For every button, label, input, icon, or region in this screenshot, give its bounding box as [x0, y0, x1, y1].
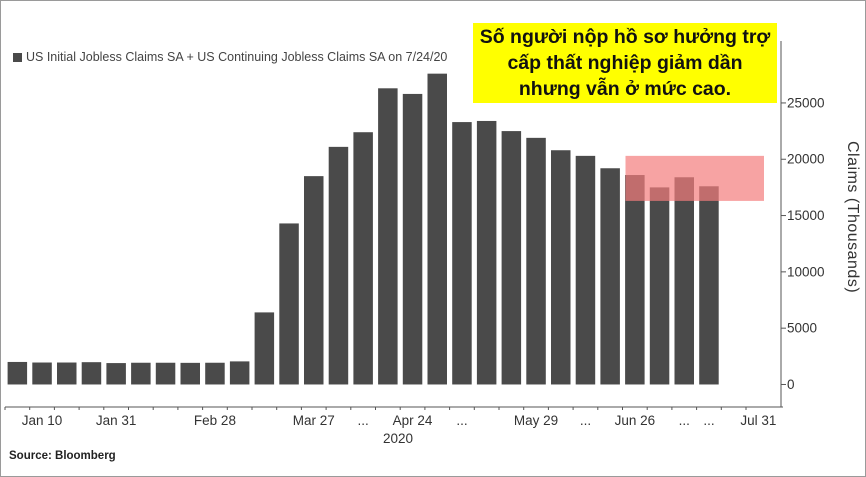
x-tick-label: Jul 31 — [740, 413, 776, 428]
bar-2020-01-10 — [32, 362, 52, 385]
source-note: Source: Bloomberg — [9, 450, 116, 462]
bar-2020-07-10 — [674, 177, 694, 385]
bar-2020-01-03 — [7, 361, 28, 385]
bar-2020-01-24 — [81, 362, 102, 385]
bar-2020-03-13 — [254, 312, 275, 385]
x-tick-label: ... — [703, 413, 714, 428]
x-tick-label: Jan 31 — [96, 413, 137, 428]
y-tick-label: 10000 — [787, 264, 825, 279]
bar-2020-01-17 — [57, 362, 77, 385]
x-tick-label: ... — [358, 413, 369, 428]
x-tick-label: Jan 10 — [22, 413, 63, 428]
bar-2020-01-31 — [106, 363, 126, 385]
bar-2020-04-10 — [353, 132, 373, 385]
annotation-callout: Số người nộp hồ sơ hưởng trợ cấp thất ng… — [473, 23, 777, 103]
bar-2020-04-03 — [328, 146, 349, 385]
bar-2020-06-12 — [575, 155, 596, 385]
bar-2020-05-15 — [476, 120, 497, 385]
y-tick-label: 15000 — [787, 208, 825, 223]
x-year-label: 2020 — [383, 431, 413, 446]
legend-swatch — [13, 52, 22, 62]
bars-group — [7, 73, 719, 385]
x-tick-label: ... — [580, 413, 591, 428]
x-tick-label: Feb 28 — [194, 413, 236, 428]
bar-2020-02-07 — [131, 362, 151, 385]
bar-2020-04-24 — [402, 93, 423, 385]
y-tick-label: 25000 — [787, 95, 825, 110]
bar-2020-05-29 — [526, 137, 546, 385]
bar-2020-07-17 — [699, 186, 719, 385]
bar-2020-07-03 — [649, 187, 670, 385]
bar-2020-02-14 — [155, 362, 176, 385]
y-tick-label: 0 — [787, 377, 795, 392]
axes-group: 0 5000 10000 15000 20000 25000 Claims (Thousan… — [4, 41, 861, 446]
bar-2020-03-06 — [229, 361, 250, 385]
x-tick-label: May 29 — [514, 413, 558, 428]
bar-2020-05-01 — [427, 73, 447, 385]
x-tick-label: ... — [679, 413, 690, 428]
x-tick-label: ... — [456, 413, 467, 428]
x-tick-label: Mar 27 — [293, 413, 335, 428]
bar-2020-02-21 — [180, 362, 200, 385]
bar-2020-06-26 — [625, 175, 645, 385]
legend: US Initial Jobless Claims SA + US Contin… — [13, 50, 447, 64]
legend-label: US Initial Jobless Claims SA + US Contin… — [26, 50, 448, 64]
bar-2020-06-05 — [551, 150, 571, 385]
y-tick-label: 5000 — [787, 321, 817, 336]
bar-2020-04-17 — [378, 88, 398, 385]
highlight-box — [625, 155, 764, 201]
bar-2020-05-22 — [501, 131, 522, 385]
y-axis-label: Claims (Thousands) — [844, 141, 861, 293]
y-tick-label: 20000 — [787, 152, 825, 167]
bar-2020-03-20 — [279, 223, 299, 385]
bar-2020-03-27 — [304, 176, 324, 385]
x-tick-label: Jun 26 — [615, 413, 656, 428]
bar-2020-02-28 — [205, 362, 225, 385]
bar-2020-05-08 — [452, 122, 472, 385]
bar-2020-06-19 — [600, 168, 620, 385]
x-tick-label: Apr 24 — [393, 413, 433, 428]
